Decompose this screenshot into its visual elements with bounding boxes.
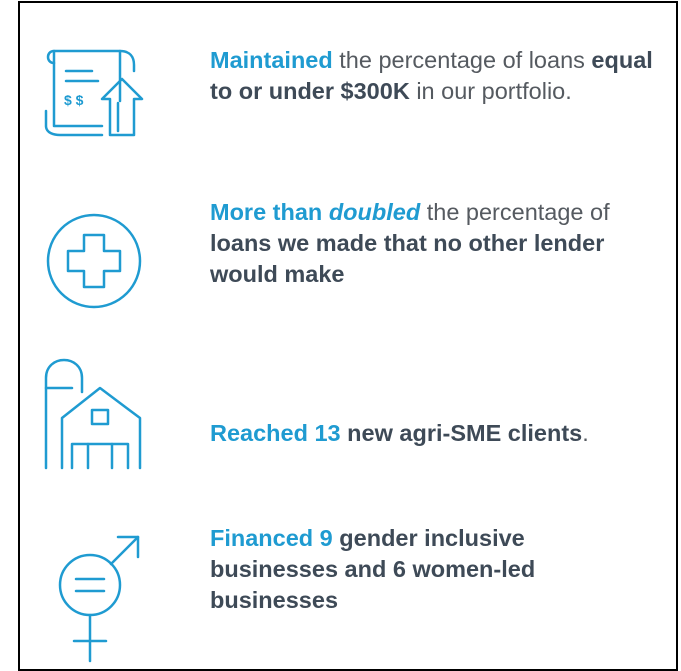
svg-text:$ $: $ $ bbox=[64, 92, 84, 108]
text: in our portfolio. bbox=[409, 78, 572, 104]
emphasis: equal to or under $300K bbox=[210, 47, 653, 104]
highlight-italic: doubled bbox=[328, 199, 421, 225]
emphasis: new agri-SME clients bbox=[340, 420, 583, 446]
barn-icon bbox=[44, 358, 142, 470]
item-text: Reached 13 new agri-SME clients. bbox=[210, 418, 660, 449]
highlight: More than bbox=[210, 199, 329, 225]
emphasis: loans we made that no other lender would… bbox=[210, 230, 605, 287]
text: the percentage of bbox=[420, 199, 610, 225]
text: the percentage of loans bbox=[332, 47, 592, 73]
highlight: Financed 9 bbox=[210, 525, 333, 551]
frame: $ $ bbox=[18, 1, 678, 671]
highlight: Reached 13 bbox=[210, 420, 341, 446]
document-icon: $ $ bbox=[44, 49, 144, 137]
highlight: Maintained bbox=[210, 47, 333, 73]
emphasis: gender inclusive businesses and 6 women-… bbox=[210, 525, 536, 613]
item-text: More than doubled the percentage of loan… bbox=[210, 197, 660, 290]
item-text: Financed 9 gender inclusive businesses a… bbox=[210, 523, 590, 616]
text: . bbox=[582, 420, 589, 446]
gender-icon bbox=[58, 535, 140, 663]
plus-icon bbox=[46, 213, 142, 309]
item-text: Maintained the percentage of loans equal… bbox=[210, 45, 660, 107]
